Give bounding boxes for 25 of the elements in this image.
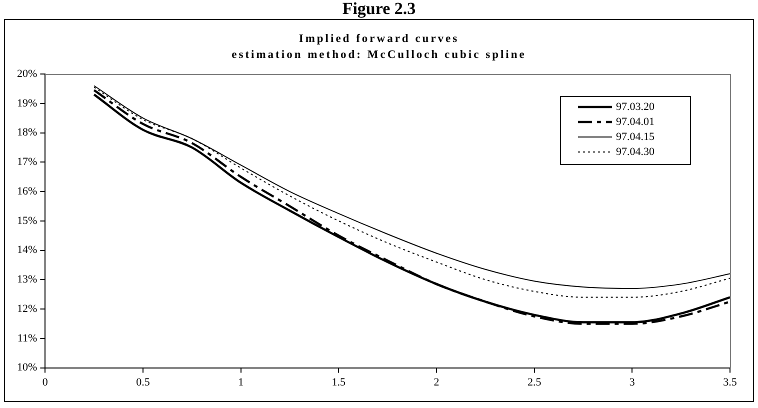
chart-title: Figure 2.3: [341, 0, 417, 18]
x-tick-label: 1.5: [332, 376, 346, 388]
y-tick-label: 11%: [17, 332, 38, 344]
legend-label: 97.04.15: [616, 130, 655, 143]
x-tick-label: 3: [629, 376, 636, 388]
y-tick-label: 14%: [16, 244, 38, 256]
y-tick-label: 10%: [16, 362, 38, 374]
legend-label: 97.04.01: [616, 116, 654, 128]
x-tick-label: 1: [238, 376, 244, 388]
y-tick-label: 16%: [16, 185, 38, 198]
chart-subtitle: Implied forward curves estimation method: McCulloch cubic spline: [230, 32, 528, 63]
x-tick-label: 0.5: [136, 376, 150, 388]
x-tick-label: 3.5: [723, 376, 738, 388]
y-tick-label: 15%: [16, 214, 38, 227]
y-tick-label: 12%: [16, 302, 38, 315]
x-tick-label: 0: [42, 376, 48, 388]
x-tick-label: 2.5: [527, 376, 542, 388]
y-tick-label: 18%: [16, 126, 38, 139]
legend-label: 97.03.20: [616, 100, 655, 113]
y-tick-label: 17%: [16, 156, 38, 168]
legend-label: 97.04.30: [616, 146, 655, 158]
y-tick-label: 20%: [16, 68, 38, 80]
y-tick-label: 13%: [16, 274, 38, 286]
y-tick-label: 19%: [16, 97, 38, 110]
x-tick-label: 2: [434, 376, 440, 388]
